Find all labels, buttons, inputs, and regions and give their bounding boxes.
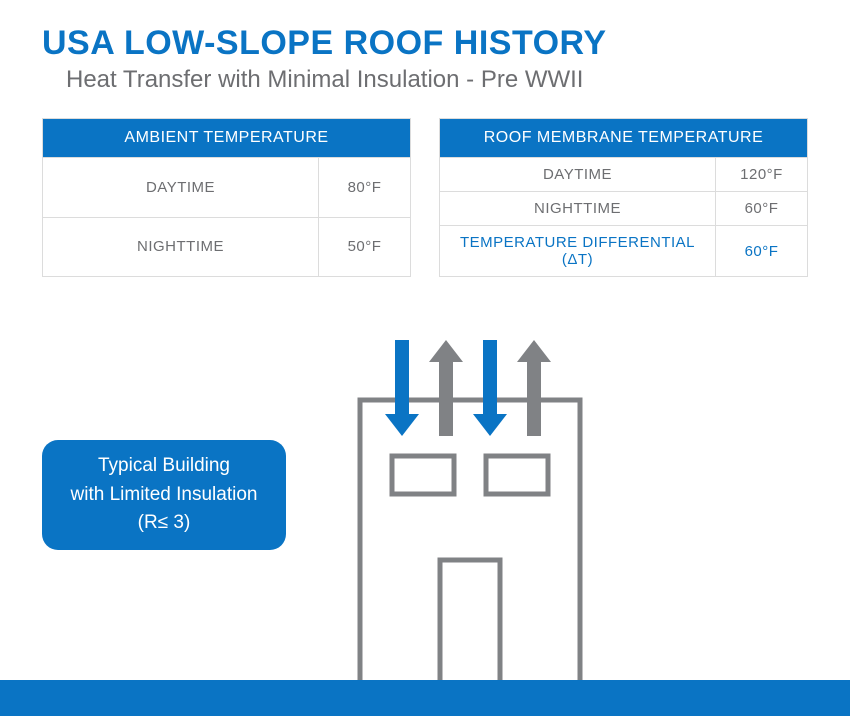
membrane-diff-value: 60°F [716,226,808,277]
ambient-daytime-label: DAYTIME [43,158,319,218]
building-icon [340,340,600,700]
membrane-nighttime-value: 60°F [716,192,808,226]
footer-bar [0,680,850,716]
callout-line2: with Limited Insulation [71,484,258,505]
table-row: DAYTIME 80°F [43,158,411,218]
page-title: USA LOW-SLOPE ROOF HISTORY [42,24,607,63]
building-callout: Typical Building with Limited Insulation… [42,440,286,550]
callout-line1: Typical Building [98,455,230,476]
membrane-temperature-table: ROOF MEMBRANE TEMPERATURE DAYTIME 120°F … [439,118,808,277]
table-row: NIGHTTIME 50°F [43,217,411,277]
tables-container: AMBIENT TEMPERATURE DAYTIME 80°F NIGHTTI… [42,118,808,277]
table-row: DAYTIME 120°F [440,158,808,192]
table-row-differential: TEMPERATURE DIFFERENTIAL (ΔT) 60°F [440,226,808,277]
building-diagram [340,340,600,700]
ambient-table-header: AMBIENT TEMPERATURE [43,119,411,158]
membrane-table-header: ROOF MEMBRANE TEMPERATURE [440,119,808,158]
ambient-temperature-table: AMBIENT TEMPERATURE DAYTIME 80°F NIGHTTI… [42,118,411,277]
page-subtitle: Heat Transfer with Minimal Insulation - … [66,66,583,94]
ambient-daytime-value: 80°F [319,158,411,218]
ambient-nighttime-value: 50°F [319,217,411,277]
table-row: NIGHTTIME 60°F [440,192,808,226]
membrane-daytime-label: DAYTIME [440,158,716,192]
callout-line3: (R≤ 3) [138,512,191,533]
membrane-diff-label: TEMPERATURE DIFFERENTIAL (ΔT) [440,226,716,277]
membrane-daytime-value: 120°F [716,158,808,192]
ambient-nighttime-label: NIGHTTIME [43,217,319,277]
membrane-nighttime-label: NIGHTTIME [440,192,716,226]
